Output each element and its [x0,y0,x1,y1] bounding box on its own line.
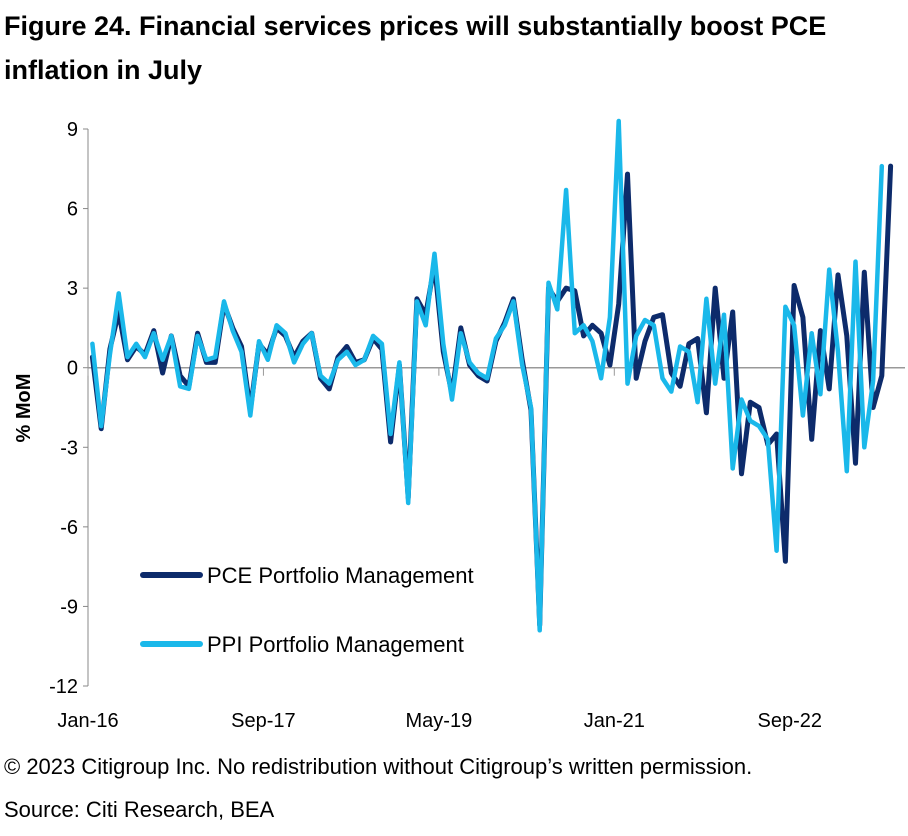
line-chart: 9 6 3 0 -3 -6 -9 -12 Jan-16 Sep-17 May-19 Jan-21 Se… [13,118,905,732]
chart-legend: PCE Portfolio Management PPI Portfolio Ma… [140,563,474,657]
y-axis: 9 6 3 0 -3 -6 -9 -12 [49,119,89,698]
x-axis: Jan-16 Sep-17 May-19 Jan-21 Sep-22 [57,366,905,732]
y-tick-label: 6 [67,199,78,221]
copyright-notice: © 2023 Citigroup Inc. No redistribution … [4,754,753,779]
x-tick-label: Sep-17 [231,710,296,732]
y-tick-label: 0 [67,358,78,380]
y-tick-label: 9 [67,119,78,141]
y-tick-label: -6 [60,517,78,539]
figure-title: Figure 24. Financial services prices wil… [4,4,904,92]
source-note: Source: Citi Research, BEA [4,797,275,822]
y-tick-label: -12 [49,676,78,698]
figure-title-line1: Figure 24. Financial services prices wil… [4,11,827,41]
y-axis-title: % MoM [13,374,35,443]
x-tick-label: Sep-22 [757,710,822,732]
y-tick-label: 3 [67,278,78,300]
series-line-ppi [90,118,885,633]
x-tick-label: Jan-16 [57,710,118,732]
series-layer [89,118,894,633]
y-tick-label: -3 [60,437,78,459]
y-tick-label: -9 [60,596,78,618]
legend-label: PPI Portfolio Management [207,632,464,657]
legend-label: PCE Portfolio Management [207,563,474,588]
x-tick-label: May-19 [406,710,473,732]
series-line-pce [89,163,894,628]
x-tick-label: Jan-21 [584,710,645,732]
figure-title-line2: inflation in July [4,55,203,85]
